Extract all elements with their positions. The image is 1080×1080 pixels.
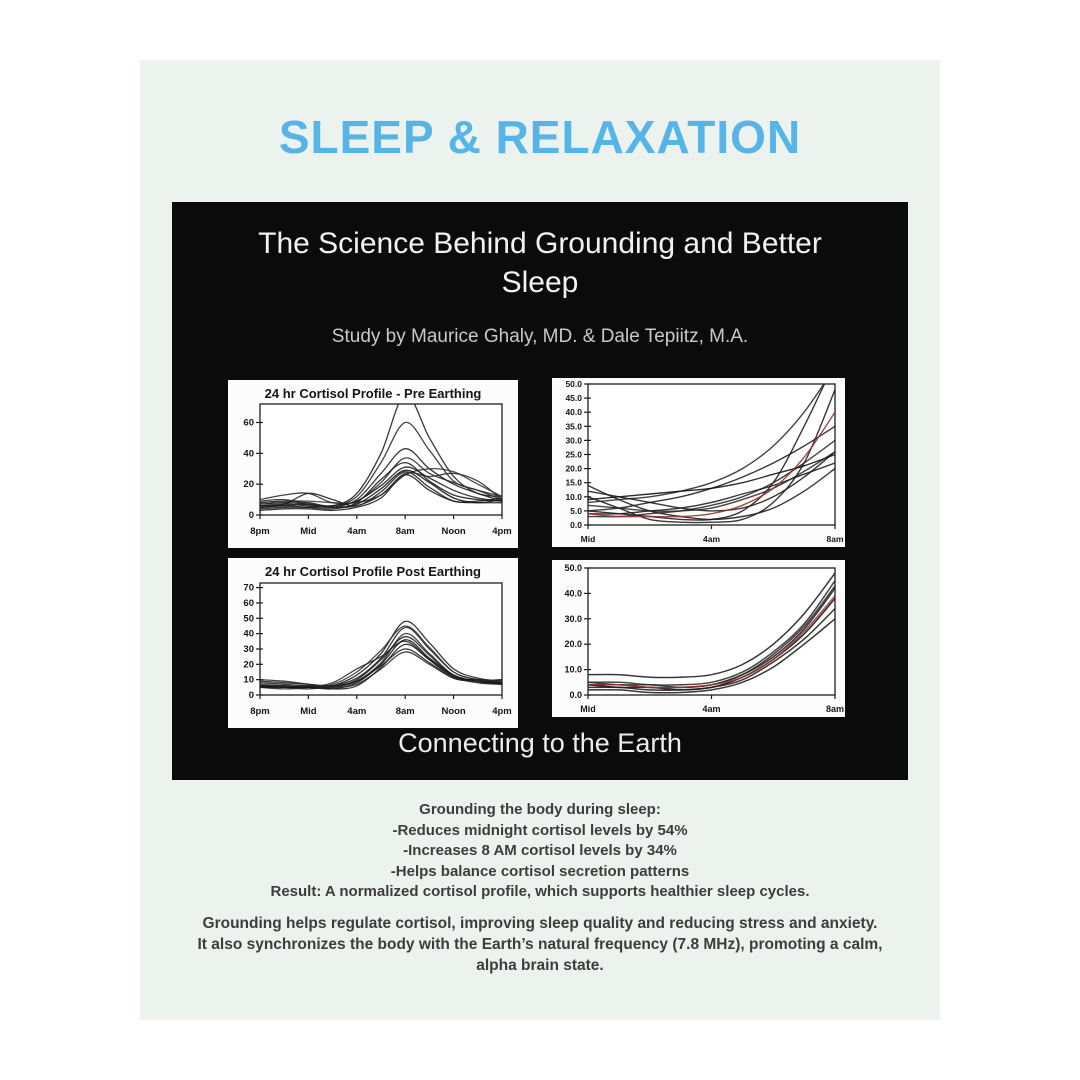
svg-text:40.0: 40.0	[565, 407, 582, 417]
svg-text:25.0: 25.0	[565, 450, 582, 460]
chart-pre-earthing-24h: 24 hr Cortisol Profile - Pre Earthing 0 2…	[228, 380, 518, 548]
chart-title-pre-earthing: 24 hr Cortisol Profile - Pre Earthing	[264, 386, 482, 401]
svg-text:Noon: Noon	[441, 706, 465, 717]
chart-post-earthing-24h: 24 hr Cortisol Profile Post Earthing 0 10…	[228, 558, 518, 728]
svg-text:Mid: Mid	[300, 526, 317, 537]
svg-text:Mid: Mid	[300, 706, 317, 717]
svg-text:20: 20	[243, 479, 254, 490]
svg-text:50.0: 50.0	[564, 563, 582, 573]
svg-text:4pm: 4pm	[492, 706, 512, 717]
svg-text:10.0: 10.0	[565, 492, 582, 502]
text-line: -Reduces midnight cortisol levels by 54%	[392, 821, 688, 839]
text-line: -Increases 8 AM cortisol levels by 34%	[403, 842, 677, 859]
svg-text:40.0: 40.0	[564, 588, 582, 598]
svg-text:8am: 8am	[826, 704, 844, 714]
grounding-benefits-text: Grounding the body during sleep: -Reduces…	[140, 800, 940, 903]
svg-text:40: 40	[243, 629, 254, 640]
panel-caption: Connecting to the Earth	[398, 728, 682, 758]
text-line: -Helps balance cortisol secretion patter…	[390, 862, 690, 880]
svg-text:4am: 4am	[702, 704, 720, 714]
svg-text:5.0: 5.0	[570, 506, 582, 516]
svg-text:20: 20	[243, 659, 254, 670]
study-credit: Study by Maurice Ghaly, MD. & Dale Tepii…	[331, 326, 749, 347]
svg-text:8am: 8am	[396, 706, 415, 717]
chart-pre-earthing-night-detail: 0.0 5.0 10.0 15.0 20.0 25.0 30.0 35.0 40.0 45.0 50…	[552, 378, 845, 547]
svg-text:30: 30	[243, 644, 254, 655]
svg-text:0.0: 0.0	[569, 690, 582, 700]
svg-text:20.0: 20.0	[564, 639, 582, 649]
svg-text:8am: 8am	[396, 526, 415, 537]
svg-text:Mid: Mid	[580, 704, 596, 714]
line-plot-post-earthing-24h: 0 10 20 30 40 50 60 70 8pm Mid 4am 8am Noon 4pm	[243, 582, 512, 717]
line-plot-post-earthing-night-detail: 0.0 10.0 20.0 30.0 40.0 50.0 Mid 4am 8am	[564, 563, 844, 714]
svg-text:0: 0	[249, 690, 254, 701]
svg-text:10.0: 10.0	[564, 665, 582, 675]
text-line: It also synchronizes the body with the E…	[197, 936, 883, 953]
svg-text:4am: 4am	[347, 706, 366, 717]
panel-title: The Science Behind Grounding and Better …	[258, 227, 822, 299]
chart-title-post-earthing: 24 hr Cortisol Profile Post Earthing	[265, 564, 481, 579]
svg-text:4pm: 4pm	[492, 526, 512, 537]
svg-text:8am: 8am	[826, 534, 843, 544]
svg-text:30.0: 30.0	[564, 614, 582, 624]
line-plot-pre-earthing-24h: 0 20 40 60 8pm Mid 4am 8am Noon 4pm	[243, 403, 512, 537]
svg-text:Noon: Noon	[441, 526, 465, 537]
infographic-card: SLEEP & RELAXATION The Science Behind Gr…	[140, 60, 940, 1020]
svg-text:40: 40	[243, 448, 254, 459]
svg-text:45.0: 45.0	[565, 393, 582, 403]
svg-text:60: 60	[243, 598, 254, 609]
svg-text:20.0: 20.0	[565, 464, 582, 474]
line-plot-pre-earthing-night-detail: 0.0 5.0 10.0 15.0 20.0 25.0 30.0 35.0 40.0 45.0 50…	[565, 379, 843, 544]
svg-text:30.0: 30.0	[565, 435, 582, 445]
page-title: SLEEP & RELAXATION	[278, 111, 802, 163]
svg-text:8pm: 8pm	[250, 526, 270, 537]
svg-text:4am: 4am	[347, 526, 366, 537]
svg-text:4am: 4am	[703, 534, 720, 544]
text-line: Result: A normalized cortisol profile, w…	[270, 883, 810, 900]
svg-text:50.0: 50.0	[565, 379, 582, 389]
svg-text:70: 70	[243, 583, 254, 594]
grounding-summary-text: Grounding helps regulate cortisol, impro…	[140, 913, 940, 976]
svg-text:60: 60	[243, 418, 254, 429]
svg-text:8pm: 8pm	[250, 706, 270, 717]
text-line: Grounding the body during sleep:	[419, 801, 661, 818]
text-line: alpha brain state.	[476, 957, 604, 974]
svg-text:35.0: 35.0	[565, 421, 582, 431]
chart-post-earthing-night-detail: 0.0 10.0 20.0 30.0 40.0 50.0 Mid 4am 8am	[552, 560, 845, 717]
svg-text:Mid: Mid	[581, 534, 596, 544]
svg-text:50: 50	[243, 613, 254, 624]
text-line: Grounding helps regulate cortisol, impro…	[202, 915, 878, 932]
svg-text:0: 0	[249, 510, 254, 521]
svg-text:15.0: 15.0	[565, 478, 582, 488]
svg-text:0.0: 0.0	[570, 520, 582, 530]
svg-text:10: 10	[243, 675, 254, 686]
study-panel: The Science Behind Grounding and Better …	[172, 202, 908, 780]
